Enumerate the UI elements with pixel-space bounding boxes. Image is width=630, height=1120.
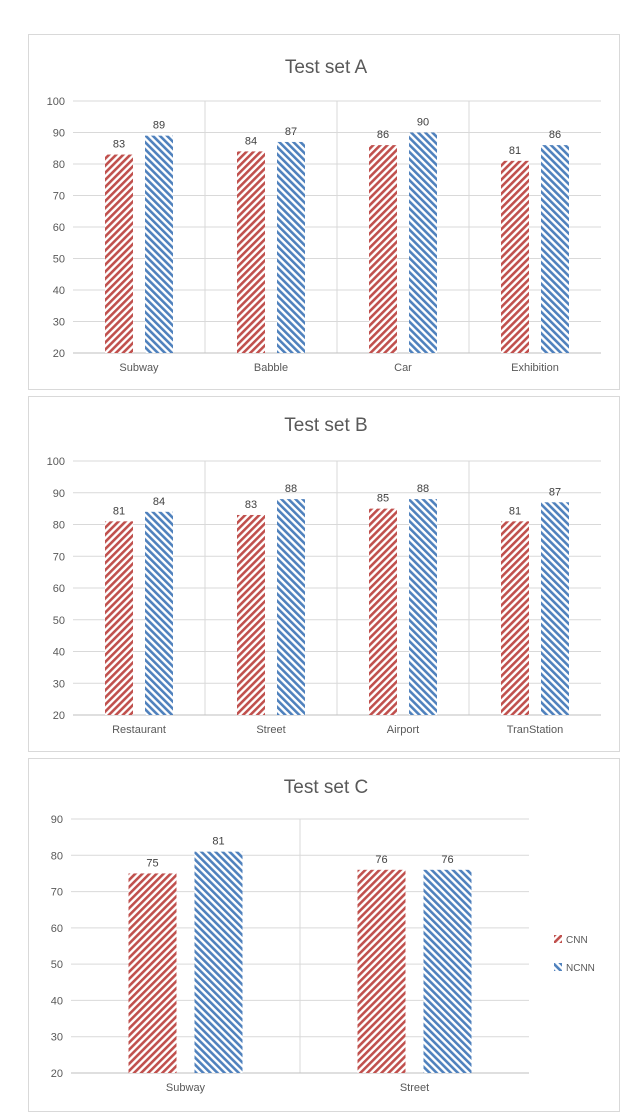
y-tick-label: 80: [53, 159, 65, 171]
x-tick-label: Subway: [166, 1082, 206, 1094]
y-tick-label: 60: [53, 222, 65, 234]
y-tick-label: 40: [53, 647, 65, 659]
y-tick-label: 30: [51, 1032, 63, 1044]
data-label: 76: [375, 854, 387, 866]
y-tick-label: 20: [51, 1068, 63, 1080]
data-label: 87: [549, 486, 561, 498]
chart-test-set-c: Test set C 20 30 40 50 60 70 80 90 Subway 75 81 Stre…: [51, 777, 595, 1094]
bar-cnn: [369, 145, 397, 353]
x-tick-label: Car: [394, 362, 412, 374]
data-label: 85: [377, 493, 389, 505]
data-label: 75: [146, 857, 158, 869]
bar-ncnn: [194, 851, 243, 1073]
y-tick-label: 60: [53, 583, 65, 595]
x-tick-label: Restaurant: [112, 724, 166, 736]
data-label: 83: [245, 499, 257, 511]
data-label: 83: [113, 139, 125, 151]
bar-ncnn: [423, 869, 472, 1073]
x-tick-label: Exhibition: [511, 362, 559, 374]
x-tick-label: Street: [400, 1082, 429, 1094]
y-tick-label: 70: [53, 551, 65, 563]
data-label: 87: [285, 126, 297, 138]
y-tick-label: 40: [53, 285, 65, 297]
data-label: 90: [417, 117, 429, 129]
data-label: 86: [377, 129, 389, 141]
chart-title: Test set B: [284, 415, 367, 436]
y-tick-label: 30: [53, 678, 65, 690]
bar-cnn: [237, 151, 265, 353]
bar-cnn: [105, 521, 133, 715]
bar-ncnn: [277, 141, 305, 353]
x-tick-label: Street: [256, 724, 285, 736]
chart-test-set-a: Test set A 20 30 40 50 60 70 80 90 100 Subway 83 89 B…: [47, 57, 601, 374]
chart-panel-test-set-a: Test set A 20 30 40 50 60 70 80 90 100 Subway 83 89 B…: [28, 34, 620, 390]
y-tick-label: 90: [51, 814, 63, 826]
bar-ncnn: [145, 135, 173, 353]
data-label: 89: [153, 120, 165, 132]
bar-cnn: [369, 508, 397, 715]
bar-cnn: [128, 873, 177, 1073]
data-label: 81: [509, 145, 521, 157]
bar-cnn: [501, 521, 529, 715]
chart-title: Test set C: [284, 777, 368, 798]
bar-cnn: [357, 869, 406, 1073]
bar-cnn: [237, 514, 265, 715]
data-label: 84: [153, 496, 165, 508]
y-tick-label: 20: [53, 348, 65, 360]
chart-panel-test-set-c: Test set C 20 30 40 50 60 70 80 90 Subway 75 81 Stre…: [28, 758, 620, 1112]
chart-panel-test-set-b: Test set B 20 30 40 50 60 70 80 90 100 Restaurant 8…: [28, 396, 620, 752]
y-tick-label: 100: [47, 96, 65, 108]
data-label: 84: [245, 135, 257, 147]
legend-swatch-cnn: [554, 935, 562, 943]
y-tick-label: 30: [53, 317, 65, 329]
data-label: 88: [285, 483, 297, 495]
bar-ncnn: [145, 511, 173, 715]
y-tick-label: 20: [53, 710, 65, 722]
bar-ncnn: [541, 145, 569, 353]
x-tick-label: TranStation: [507, 724, 563, 736]
data-label: 81: [509, 505, 521, 517]
chart-title: Test set A: [285, 57, 368, 78]
x-tick-label: Babble: [254, 362, 288, 374]
y-tick-label: 90: [53, 128, 65, 140]
data-label: 81: [212, 836, 224, 848]
data-label: 81: [113, 505, 125, 517]
x-tick-label: Airport: [387, 724, 419, 736]
bar-cnn: [105, 154, 133, 353]
y-tick-label: 50: [53, 615, 65, 627]
y-tick-label: 50: [53, 254, 65, 266]
data-label: 88: [417, 483, 429, 495]
y-tick-label: 60: [51, 923, 63, 935]
y-tick-label: 70: [53, 191, 65, 203]
chart-test-set-b: Test set B 20 30 40 50 60 70 80 90 100 Restaurant 8…: [47, 415, 601, 736]
bar-ncnn: [541, 502, 569, 715]
y-tick-label: 80: [51, 850, 63, 862]
y-tick-label: 80: [53, 520, 65, 532]
legend-swatch-ncnn: [554, 963, 562, 971]
y-tick-label: 100: [47, 456, 65, 468]
bar-ncnn: [409, 132, 437, 353]
y-tick-label: 40: [51, 995, 63, 1007]
legend-label: CNN: [566, 935, 588, 946]
x-tick-label: Subway: [119, 362, 159, 374]
y-tick-label: 70: [51, 887, 63, 899]
bar-cnn: [501, 160, 529, 353]
legend-label: NCNN: [566, 963, 595, 974]
y-tick-label: 90: [53, 488, 65, 500]
bar-ncnn: [277, 499, 305, 715]
bar-ncnn: [409, 499, 437, 715]
y-tick-label: 50: [51, 959, 63, 971]
data-label: 76: [441, 854, 453, 866]
data-label: 86: [549, 129, 561, 141]
